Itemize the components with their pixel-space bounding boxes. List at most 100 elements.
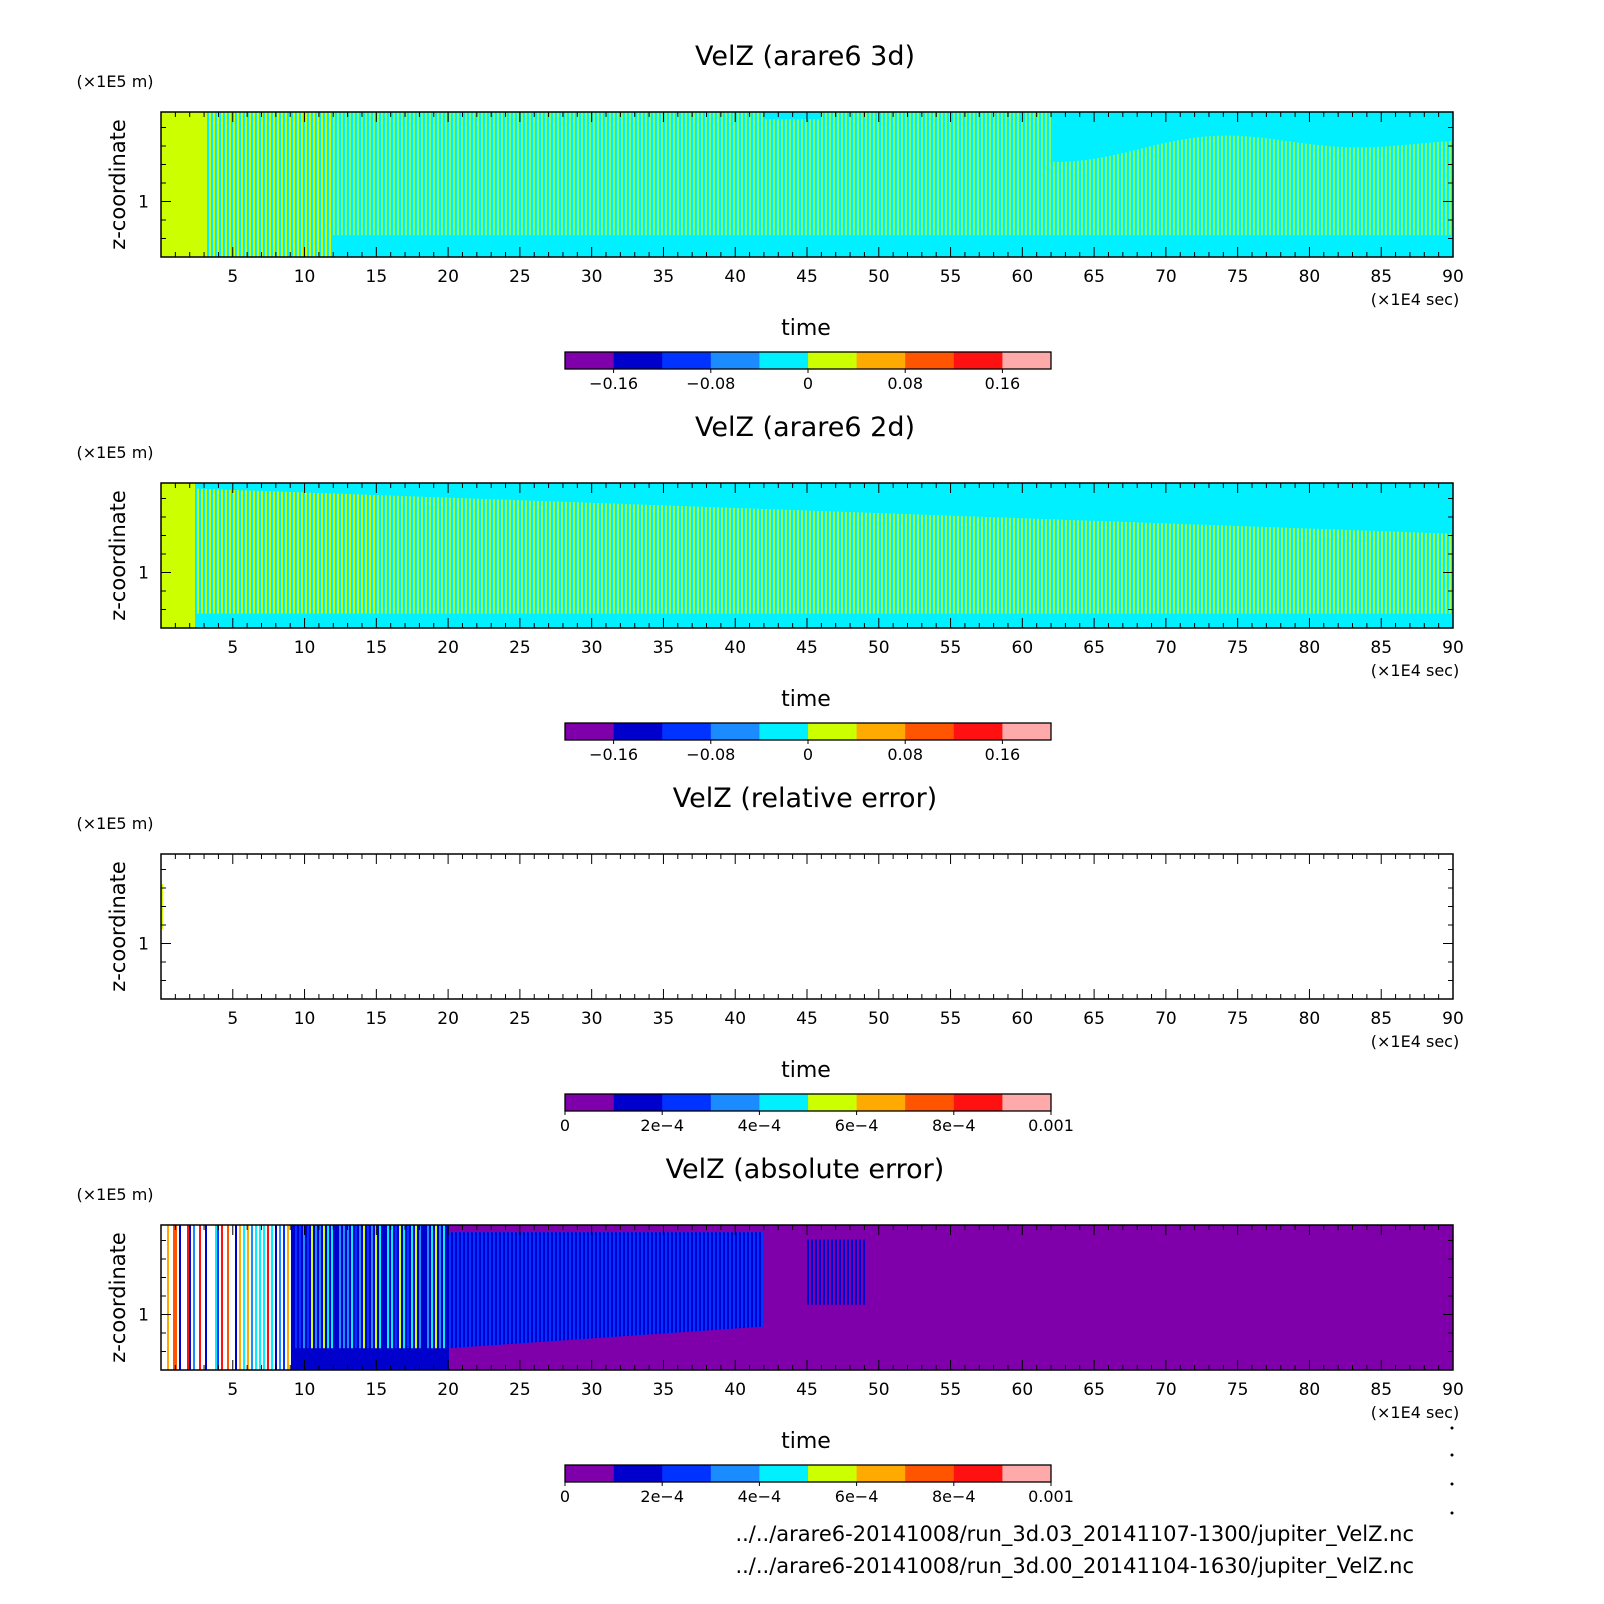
colorbar-tick-label: 0 [560, 1116, 570, 1135]
chart-title: VelZ (arare6 2d) [695, 412, 915, 443]
footer-dot [1450, 1453, 1454, 1457]
x-tick-label: 30 [581, 638, 603, 658]
colorbar-swatch [565, 352, 614, 369]
colorbar-swatch [662, 723, 712, 740]
colorbar: 0 2e−4 4e−4 6e−4 8e−4 0.001 [560, 1464, 1074, 1506]
footer-dot [1450, 1482, 1454, 1486]
y-axis-label: z-coordinate [106, 490, 130, 621]
x-axis-unit: (×1E4 sec) [1371, 661, 1459, 680]
colorbar-tick-label: −0.08 [686, 374, 735, 393]
colorbar-swatch [710, 723, 760, 740]
colorbar-swatch [759, 1094, 809, 1111]
colorbar-swatch [953, 1465, 1003, 1482]
colorbar-tick-label: 8e−4 [932, 1487, 976, 1506]
colorbar-swatch [662, 352, 712, 369]
colorbar-tick-label: −0.16 [589, 745, 638, 764]
x-tick-label: 20 [437, 267, 459, 287]
x-tick-label: 65 [1083, 1380, 1105, 1400]
x-tick-label: 75 [1227, 638, 1249, 658]
x-tick-label: 45 [796, 1380, 818, 1400]
y-axis-unit: (×1E5 m) [76, 1185, 153, 1204]
x-tick-label: 30 [581, 1380, 603, 1400]
colorbar-swatch [759, 1465, 809, 1482]
x-tick-label: 75 [1227, 267, 1249, 287]
x-tick-label: 85 [1370, 267, 1392, 287]
y-axis-unit: (×1E5 m) [76, 814, 153, 833]
colorbar-swatch [710, 352, 760, 369]
colorbar-tick-label: 2e−4 [640, 1487, 684, 1506]
colorbar-swatch [613, 1465, 663, 1482]
x-tick-label: 50 [868, 267, 890, 287]
x-tick-label: 25 [509, 1380, 531, 1400]
colorbar-swatch [808, 1094, 857, 1111]
x-axis-label: time [781, 687, 831, 712]
y-tick-label: 1 [138, 193, 149, 213]
colorbar-swatch [856, 723, 906, 740]
x-tick-label: 70 [1155, 1009, 1177, 1029]
colorbar-swatch [613, 723, 663, 740]
x-tick-label: 15 [366, 1380, 388, 1400]
x-tick-label: 80 [1299, 267, 1321, 287]
x-tick-label: 45 [796, 267, 818, 287]
x-tick-label: 40 [724, 1380, 746, 1400]
x-tick-label: 5 [227, 267, 238, 287]
colorbar-swatch [613, 352, 663, 369]
footer-dot [1450, 1511, 1454, 1515]
footer-file-path-2: ../../arare6-20141008/run_3d.00_20141104… [735, 1554, 1414, 1578]
x-tick-label: 5 [227, 1009, 238, 1029]
x-tick-label: 5 [227, 638, 238, 658]
y-tick-label: 1 [138, 1306, 149, 1326]
x-tick-label: 70 [1155, 638, 1177, 658]
colorbar-swatch [905, 1094, 955, 1111]
x-tick-label: 90 [1442, 1009, 1464, 1029]
chart-panel-3: VelZ (relative error) (×1E5 m) z-coordinat… [76, 783, 1463, 1135]
footer-dot [1450, 1426, 1454, 1430]
x-tick-label: 40 [724, 267, 746, 287]
colorbar-tick-label: −0.16 [589, 374, 638, 393]
x-tick-label: 55 [940, 1380, 962, 1400]
x-axis-label: time [781, 1429, 831, 1454]
colorbar-swatch [710, 1465, 760, 1482]
x-axis-unit: (×1E4 sec) [1371, 1403, 1459, 1422]
colorbar-swatch [662, 1094, 712, 1111]
colorbar: −0.16 −0.08 0 0.08 0.16 [564, 722, 1052, 764]
colorbar-swatch [759, 723, 809, 740]
y-axis-unit: (×1E5 m) [76, 443, 153, 462]
colorbar-swatch [613, 1094, 663, 1111]
x-tick-label: 60 [1012, 1009, 1034, 1029]
x-tick-label: 85 [1370, 1009, 1392, 1029]
chart-title: VelZ (arare6 3d) [695, 41, 915, 72]
x-axis-label: time [781, 316, 831, 341]
x-tick-label: 55 [940, 1009, 962, 1029]
x-tick-label: 10 [294, 1380, 316, 1400]
x-tick-label: 15 [366, 1009, 388, 1029]
x-tick-label: 65 [1083, 638, 1105, 658]
colorbar-swatch [856, 1465, 906, 1482]
x-tick-label: 35 [653, 267, 675, 287]
colorbar-swatch [1002, 1465, 1052, 1482]
colorbar-swatch [856, 352, 906, 369]
x-tick-label: 65 [1083, 267, 1105, 287]
x-tick-label: 90 [1442, 638, 1464, 658]
x-tick-label: 25 [509, 267, 531, 287]
colorbar-swatch [759, 352, 809, 369]
x-tick-label: 20 [437, 1009, 459, 1029]
x-tick-label: 25 [509, 638, 531, 658]
x-tick-label: 5 [227, 1380, 238, 1400]
x-tick-label: 10 [294, 1009, 316, 1029]
x-tick-label: 90 [1442, 267, 1464, 287]
x-tick-label: 60 [1012, 1380, 1034, 1400]
x-tick-label: 50 [868, 1009, 890, 1029]
x-tick-label: 35 [653, 1380, 675, 1400]
colorbar-swatch [856, 1094, 906, 1111]
colorbar-swatch [905, 352, 955, 369]
colorbar-tick-label: 0 [560, 1487, 570, 1506]
colorbar-tick-label: 0.001 [1028, 1487, 1074, 1506]
heatmap-area [161, 483, 1453, 628]
x-tick-label: 85 [1370, 1380, 1392, 1400]
x-tick-label: 45 [796, 1009, 818, 1029]
x-axis-unit: (×1E4 sec) [1371, 290, 1459, 309]
